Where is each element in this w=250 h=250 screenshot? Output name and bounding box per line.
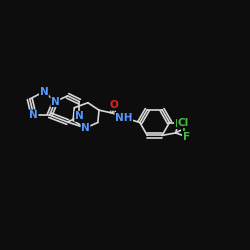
- Text: Cl: Cl: [178, 118, 189, 128]
- Text: N: N: [75, 111, 84, 121]
- Text: N: N: [51, 96, 60, 106]
- Text: NH: NH: [115, 112, 132, 122]
- Text: N: N: [81, 123, 90, 133]
- Text: N: N: [40, 87, 48, 97]
- Text: F: F: [182, 123, 189, 133]
- Text: N: N: [29, 110, 38, 120]
- Text: F: F: [174, 118, 182, 128]
- Text: F: F: [182, 132, 190, 141]
- Text: O: O: [110, 100, 118, 110]
